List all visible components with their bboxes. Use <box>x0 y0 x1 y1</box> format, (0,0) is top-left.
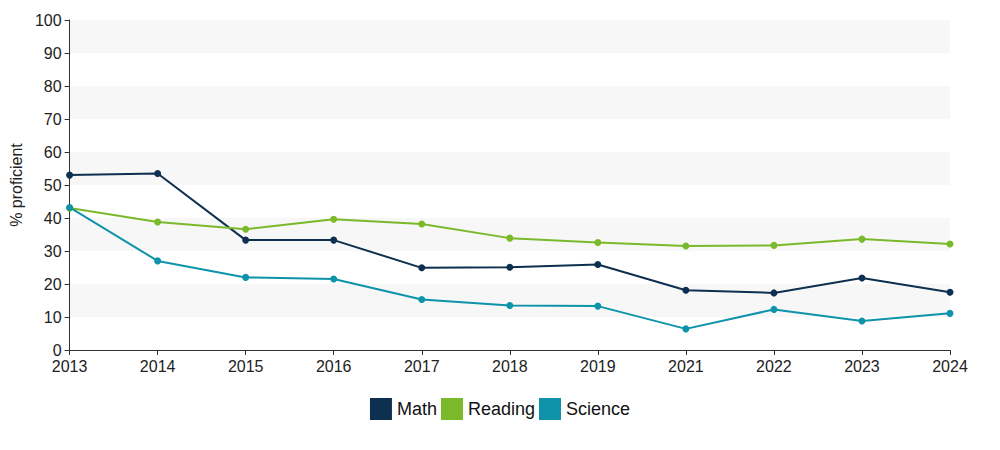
svg-text:100: 100 <box>35 12 62 29</box>
svg-text:2015: 2015 <box>228 358 264 375</box>
svg-text:80: 80 <box>44 78 62 95</box>
svg-text:2017: 2017 <box>404 358 440 375</box>
svg-text:70: 70 <box>44 111 62 128</box>
svg-text:90: 90 <box>44 45 62 62</box>
svg-text:10: 10 <box>44 309 62 326</box>
svg-text:2014: 2014 <box>140 358 176 375</box>
svg-text:20: 20 <box>44 276 62 293</box>
svg-text:2018: 2018 <box>492 358 528 375</box>
svg-text:Math: Math <box>397 399 437 419</box>
svg-text:Reading: Reading <box>468 399 535 419</box>
svg-text:Science: Science <box>566 399 630 419</box>
svg-text:50: 50 <box>44 177 62 194</box>
svg-text:2021: 2021 <box>668 358 704 375</box>
svg-text:% proficient: % proficient <box>8 143 25 227</box>
svg-text:2019: 2019 <box>580 358 616 375</box>
svg-text:2013: 2013 <box>52 358 88 375</box>
svg-text:40: 40 <box>44 210 62 227</box>
svg-text:2016: 2016 <box>316 358 352 375</box>
svg-text:2022: 2022 <box>756 358 792 375</box>
svg-text:2023: 2023 <box>844 358 880 375</box>
svg-text:30: 30 <box>44 243 62 260</box>
svg-text:0: 0 <box>53 342 62 359</box>
svg-text:60: 60 <box>44 144 62 161</box>
svg-text:2024: 2024 <box>932 358 968 375</box>
